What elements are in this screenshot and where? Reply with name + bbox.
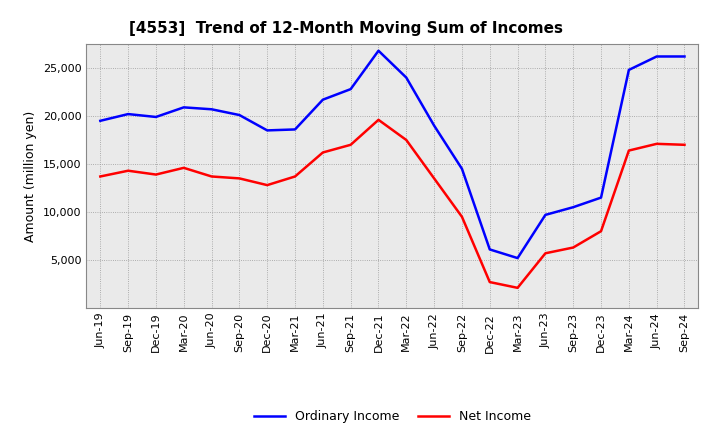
Net Income <box>458 214 467 220</box>
Ordinary Income <box>402 75 410 80</box>
Ordinary Income <box>513 256 522 261</box>
Net Income <box>402 137 410 143</box>
Ordinary Income <box>124 111 132 117</box>
Ordinary Income <box>652 54 661 59</box>
Net Income <box>624 148 633 153</box>
Ordinary Income <box>374 48 383 53</box>
Net Income <box>263 183 271 188</box>
Ordinary Income <box>569 205 577 210</box>
Net Income <box>96 174 104 179</box>
Line: Net Income: Net Income <box>100 120 685 288</box>
Ordinary Income <box>597 195 606 200</box>
Net Income <box>541 251 550 256</box>
Ordinary Income <box>318 97 327 103</box>
Net Income <box>318 150 327 155</box>
Ordinary Income <box>96 118 104 124</box>
Net Income <box>152 172 161 177</box>
Ordinary Income <box>291 127 300 132</box>
Ordinary Income <box>680 54 689 59</box>
Net Income <box>513 285 522 290</box>
Net Income <box>235 176 243 181</box>
Net Income <box>485 279 494 285</box>
Net Income <box>680 142 689 147</box>
Net Income <box>124 168 132 173</box>
Legend: Ordinary Income, Net Income: Ordinary Income, Net Income <box>248 406 536 429</box>
Net Income <box>207 174 216 179</box>
Ordinary Income <box>263 128 271 133</box>
Net Income <box>374 117 383 122</box>
Net Income <box>569 245 577 250</box>
Ordinary Income <box>152 114 161 120</box>
Net Income <box>430 176 438 181</box>
Y-axis label: Amount (million yen): Amount (million yen) <box>24 110 37 242</box>
Ordinary Income <box>430 123 438 128</box>
Ordinary Income <box>179 105 188 110</box>
Net Income <box>291 174 300 179</box>
Ordinary Income <box>485 247 494 252</box>
Net Income <box>179 165 188 170</box>
Net Income <box>597 228 606 234</box>
Ordinary Income <box>458 166 467 172</box>
Ordinary Income <box>207 106 216 112</box>
Ordinary Income <box>624 67 633 73</box>
Net Income <box>346 142 355 147</box>
Line: Ordinary Income: Ordinary Income <box>100 51 685 258</box>
Net Income <box>652 141 661 147</box>
Ordinary Income <box>346 87 355 92</box>
Ordinary Income <box>541 212 550 217</box>
Text: [4553]  Trend of 12-Month Moving Sum of Incomes: [4553] Trend of 12-Month Moving Sum of I… <box>130 21 563 36</box>
Ordinary Income <box>235 112 243 117</box>
